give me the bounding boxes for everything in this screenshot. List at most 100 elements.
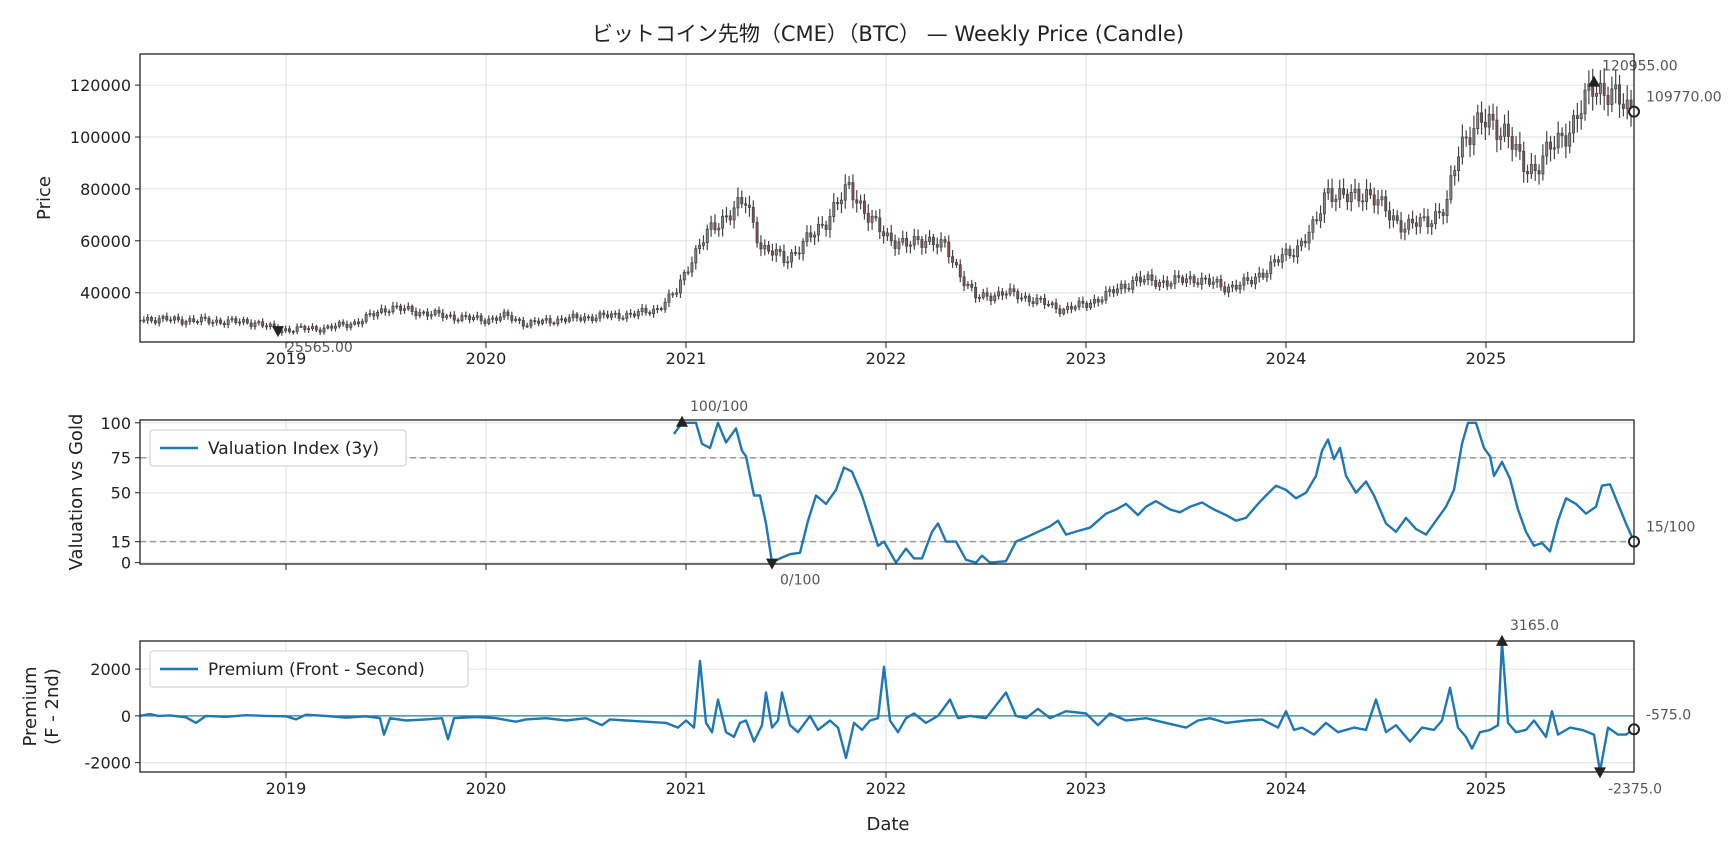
y-axis-label: Premium(F - 2nd) [20, 666, 63, 746]
candle-body [1334, 198, 1338, 203]
y-tick-label: 75 [111, 449, 131, 468]
candle-body [1319, 213, 1323, 222]
candle-body [713, 222, 717, 231]
candle-body [498, 316, 502, 321]
candle-body [797, 252, 801, 255]
plot-area [140, 641, 1634, 772]
candle-body [487, 318, 491, 324]
candle-body [1012, 288, 1016, 293]
candle-body [441, 312, 445, 318]
candle-body [468, 315, 472, 320]
candle-body [1085, 302, 1089, 308]
candle-body [192, 318, 196, 323]
candle-body [1533, 163, 1537, 171]
y-tick-label: 120000 [70, 76, 131, 95]
candle-body [1050, 302, 1054, 306]
candle-body [613, 312, 617, 315]
candle-body [567, 317, 571, 322]
candle-body [1514, 144, 1518, 150]
candle-body [1211, 281, 1215, 285]
candle-body [1526, 171, 1529, 175]
candle-body [525, 325, 529, 328]
candle-body [395, 305, 399, 308]
candle-body [774, 249, 778, 256]
candle-body [1023, 295, 1027, 299]
y-tick-label: 50 [111, 484, 131, 503]
candle-body [165, 315, 169, 321]
candle-body [1223, 286, 1227, 293]
candle-body [211, 321, 215, 324]
candle-body [1004, 293, 1008, 296]
candle-body [372, 313, 376, 317]
candle-body [253, 322, 257, 327]
candle-body [648, 312, 652, 315]
candle-body [242, 319, 245, 323]
y-axis-label-line: Price [34, 176, 55, 220]
candle-body [1437, 211, 1441, 214]
candle-body [1464, 136, 1468, 139]
candle-body [1104, 291, 1108, 301]
candle-body [169, 319, 173, 322]
panel-frame [139, 53, 1635, 343]
candle-body [226, 319, 230, 326]
min-marker [1594, 767, 1606, 779]
candle-body [1135, 276, 1139, 281]
candle-body [207, 317, 211, 324]
candle-body [1177, 275, 1181, 278]
legend-label: Valuation Index (3y) [208, 439, 379, 459]
candle-body [1572, 115, 1575, 134]
candle-body [564, 318, 567, 322]
candle-body [1583, 89, 1587, 115]
candle-body [1621, 103, 1625, 109]
candle-body [1077, 300, 1081, 308]
candle-body [307, 328, 311, 331]
series-line [140, 641, 1634, 772]
candle-body [1522, 150, 1526, 172]
candle-body [843, 184, 847, 201]
candle-body [249, 322, 253, 327]
candle-body [897, 241, 901, 249]
candle-body [357, 321, 360, 325]
candle-body [1100, 299, 1104, 303]
candle-body [1368, 189, 1372, 196]
candle-body [885, 232, 889, 237]
candle-body [1307, 231, 1311, 244]
candle-body [387, 311, 391, 314]
legend-box [149, 429, 407, 467]
candle-body [667, 293, 671, 303]
candle-body [1165, 280, 1169, 287]
candle-body [682, 271, 686, 281]
candle-body [1449, 175, 1453, 200]
candle-body [1073, 306, 1077, 310]
panel-frame [139, 419, 1635, 565]
candle-body [1426, 216, 1430, 228]
candle-body [265, 325, 268, 328]
panel-frame [139, 640, 1635, 773]
y-tick-label: 60000 [80, 232, 131, 251]
candle-body [728, 215, 732, 221]
last-annotation: 15/100 [1646, 520, 1695, 536]
x-tick-label: 2020 [466, 349, 507, 368]
candle-body [1480, 112, 1484, 123]
candle-body [1487, 113, 1491, 128]
x-tick-label: 2023 [1066, 779, 1107, 798]
candle-body [556, 318, 560, 325]
candle-body [1081, 300, 1085, 304]
candle-body [1338, 188, 1342, 200]
candle-body [1541, 155, 1545, 175]
candle-body [1349, 192, 1353, 203]
candle-body [548, 318, 552, 324]
candle-body [533, 320, 537, 323]
candle-body [353, 321, 357, 325]
candle-body [793, 252, 797, 254]
candle-body [690, 262, 694, 273]
candle-body [575, 313, 579, 319]
candle-body [836, 202, 840, 205]
candle-body [621, 317, 625, 320]
candle-body [1016, 291, 1020, 300]
candle-body [744, 203, 748, 206]
candle-body [1154, 280, 1158, 287]
candle-body [625, 312, 629, 319]
candle-body [832, 202, 836, 217]
x-tick-label: 2025 [1466, 779, 1507, 798]
